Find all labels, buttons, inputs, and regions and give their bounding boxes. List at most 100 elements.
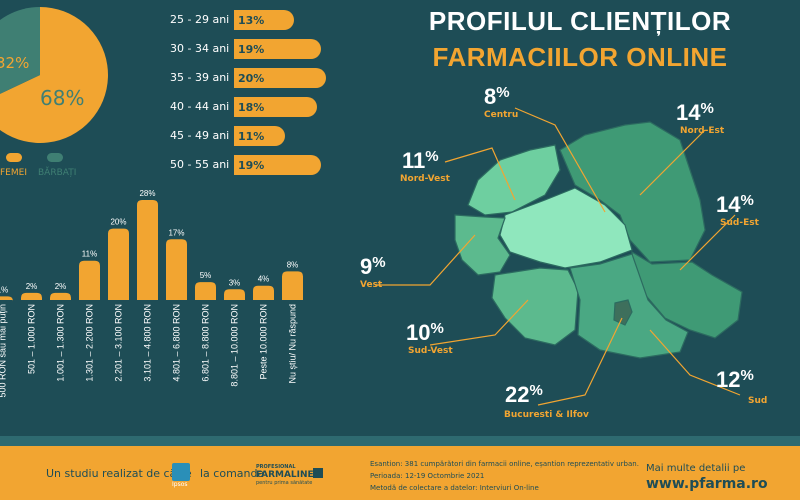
age-label: 40 - 44 ani — [170, 100, 230, 113]
income-bar — [166, 239, 187, 300]
income-bar — [282, 271, 303, 300]
region-vest-pct: 9% — [360, 254, 386, 279]
map-region-vest — [454, 214, 511, 276]
age-bar-value: 19% — [238, 43, 265, 56]
age-bar — [234, 68, 326, 88]
income-category-label: 1.301 – 2.200 RON — [85, 304, 95, 382]
income-bar-chart: 1% 500 RON sau mai puțin 2% 501 – 1.000 RON… — [0, 189, 303, 398]
footer-study-by: Un studiu realizat de către — [46, 467, 192, 480]
legend-femei-swatch — [6, 153, 22, 162]
leader-nord-est — [639, 129, 706, 196]
age-label: 45 - 49 ani — [170, 129, 230, 142]
footer-method: Metodă de colectare a datelor: Interviur… — [370, 484, 539, 492]
income-category-label: Peste 10.000 RON — [259, 304, 269, 380]
income-bar-value: 2% — [55, 282, 67, 291]
region-sud-vest-name: Sud-Vest — [408, 346, 453, 356]
age-bar-value: 13% — [238, 14, 265, 27]
leader-sud — [649, 329, 741, 396]
income-bar — [137, 200, 158, 300]
map-region-sud-vest — [491, 267, 579, 346]
income-bar-value: 3% — [229, 278, 241, 287]
leader-vest — [375, 234, 476, 286]
income-bar — [21, 292, 42, 300]
income-category-label: 8.801 – 10.000 RON — [230, 304, 240, 387]
footer-sample: Esantion: 381 cumpărători din farmacii o… — [370, 460, 639, 468]
age-bar-value: 11% — [238, 130, 265, 143]
income-category-label: 4.801 – 6.800 RON — [172, 304, 182, 382]
leader-sud-est — [679, 214, 736, 271]
ipsos-logo — [172, 463, 190, 481]
pie-slice-barbati — [0, 7, 41, 94]
title-line-2: FARMACIILOR ONLINE — [432, 42, 728, 72]
romania-map — [375, 107, 743, 406]
age-bar-value: 19% — [238, 159, 265, 172]
income-bar — [195, 282, 216, 300]
income-bar-value: 28% — [139, 189, 155, 198]
region-sud-pct: 12% — [716, 367, 754, 392]
income-bar-value: 11% — [82, 250, 97, 259]
leader-bucuresti — [537, 317, 623, 406]
region-centru-pct: 8% — [484, 84, 510, 109]
title-line-1: PROFILUL CLIENȚILOR — [428, 6, 732, 36]
income-bar-value: 2% — [26, 282, 38, 291]
footer-at-request: la comanda — [200, 467, 265, 480]
region-vest-name: Vest — [360, 280, 383, 290]
region-sud-est-pct: 14% — [716, 192, 754, 217]
income-category-label: 1.001 – 1.300 RON — [56, 304, 66, 382]
map-region-nord-vest — [467, 144, 561, 216]
leader-centru — [514, 107, 606, 213]
legend-barbati-swatch — [47, 153, 63, 162]
age-label: 25 - 29 ani — [170, 13, 230, 26]
age-bar — [234, 126, 285, 146]
footer-period: Perioada: 12-19 Octombrie 2021 — [370, 472, 485, 480]
map-region-centru — [499, 187, 633, 269]
age-bar-value: 18% — [238, 101, 265, 114]
region-centru-name: Centru — [484, 110, 519, 120]
region-sud-name: Sud — [748, 396, 768, 406]
farmaline-icon — [313, 468, 323, 478]
income-category-label: 501 – 1.000 RON — [27, 304, 37, 374]
age-bar-value: 20% — [238, 72, 265, 85]
region-sud-est-name: Sud-Est — [720, 218, 759, 228]
region-sud-vest-pct: 10% — [406, 320, 444, 345]
footer: Un studiu realizat de către Ipsos la com… — [0, 446, 800, 500]
income-bar-value: 5% — [200, 271, 212, 280]
map-region-nord-est — [559, 121, 706, 263]
region-nord-vest-name: Nord-Vest — [400, 174, 450, 184]
income-bar — [253, 285, 274, 300]
age-bar — [234, 10, 294, 30]
pie-label-barbati: 32% — [0, 54, 30, 72]
ipsos-logo-text: Ipsos — [172, 481, 188, 488]
region-bucuresti-pct: 22% — [505, 382, 543, 407]
age-bar — [234, 155, 322, 175]
income-category-label: Nu știu/ Nu răspund — [288, 304, 298, 384]
income-category-label: 6.801 – 8.800 RON — [201, 304, 211, 382]
income-bar-value: 1% — [0, 285, 8, 294]
income-category-label: 2.201 – 3.100 RON — [114, 304, 124, 382]
leader-nord-vest — [444, 147, 516, 201]
income-bar — [224, 289, 245, 300]
map-region-bucuresti — [613, 299, 633, 326]
legend-femei-label: FEMEI — [0, 168, 27, 178]
footer-stripe — [0, 436, 800, 446]
legend-barbati-label: BĂRBAȚI — [38, 168, 77, 178]
age-bar — [234, 97, 317, 117]
income-bar-value: 4% — [258, 275, 270, 284]
pie-slice-femei — [0, 7, 108, 143]
pie-label-femei: 68% — [40, 86, 85, 110]
income-bar — [79, 260, 100, 300]
age-bar — [234, 39, 322, 59]
footer-site-link[interactable]: www.pfarma.ro — [646, 476, 768, 492]
age-label: 35 - 39 ani — [170, 71, 230, 84]
leader-sud-vest — [429, 299, 529, 346]
income-bar — [108, 228, 129, 300]
income-bar-value: 17% — [168, 228, 184, 237]
farmaline-logo: PROFESIONAL FARMALINE pentru prima sănăt… — [256, 464, 314, 486]
footer-more-details: Mai multe detalii pe — [646, 463, 746, 474]
income-category-label: 3.101 – 4.800 RON — [143, 304, 153, 382]
region-bucuresti-name: Bucuresti & Ilfov — [504, 410, 589, 420]
region-nord-est-pct: 14% — [676, 100, 714, 125]
age-label: 30 - 34 ani — [170, 42, 230, 55]
age-label: 50 - 55 ani — [170, 158, 230, 171]
region-nord-vest-pct: 11% — [402, 148, 439, 173]
